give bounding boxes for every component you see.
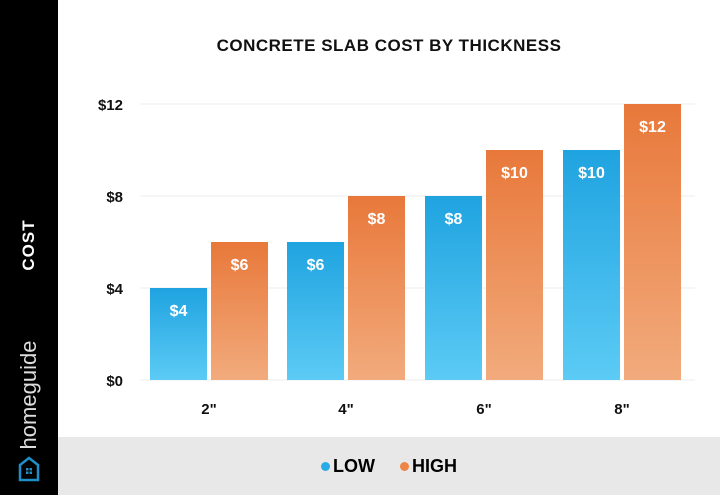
- bar-high: [624, 104, 681, 380]
- x-tick-label: 6": [476, 401, 491, 418]
- sidebar: COST homeguide: [0, 0, 58, 495]
- data-label: $12: [639, 119, 666, 136]
- data-label: $4: [170, 303, 188, 320]
- legend-item-high: HIGH: [400, 456, 457, 477]
- bar-low: [287, 242, 344, 380]
- bar-low: [150, 288, 207, 380]
- data-label: $10: [578, 165, 605, 182]
- data-label: $8: [368, 211, 386, 228]
- y-tick-label: $4: [106, 281, 123, 298]
- chart-title: CONCRETE SLAB COST BY THICKNESS: [216, 36, 562, 55]
- bar-high: [486, 150, 543, 380]
- y-tick-label: $12: [98, 97, 123, 114]
- legend-bar: LOW HIGH: [58, 437, 720, 495]
- data-label: $6: [231, 257, 249, 274]
- bar-low: [563, 150, 620, 380]
- data-label: $8: [445, 211, 463, 228]
- bar-high: [348, 196, 405, 380]
- legend-label-low: LOW: [332, 456, 375, 476]
- legend-dot-high: [400, 462, 409, 471]
- x-tick-label: 2": [201, 401, 216, 418]
- house-logo-icon: [18, 456, 40, 482]
- legend-item-low: LOW: [320, 456, 375, 477]
- x-tick-label: 4": [338, 401, 353, 418]
- bar-low: [425, 196, 482, 380]
- bar-high: [211, 242, 268, 380]
- y-tick-label: $8: [106, 189, 123, 206]
- legend-label-high: HIGH: [412, 456, 457, 476]
- x-tick-label: 8": [614, 401, 629, 418]
- data-label: $10: [501, 165, 528, 182]
- legend: LOW HIGH: [58, 455, 720, 477]
- plot-area: $0 $4 $8 $12 $4 $6 2" $6 $8 4" $8 $10 6" $10 $12 8": [98, 97, 695, 418]
- y-tick-label: $0: [106, 373, 123, 390]
- legend-dot-low: [320, 462, 330, 471]
- data-label: $6: [307, 257, 325, 274]
